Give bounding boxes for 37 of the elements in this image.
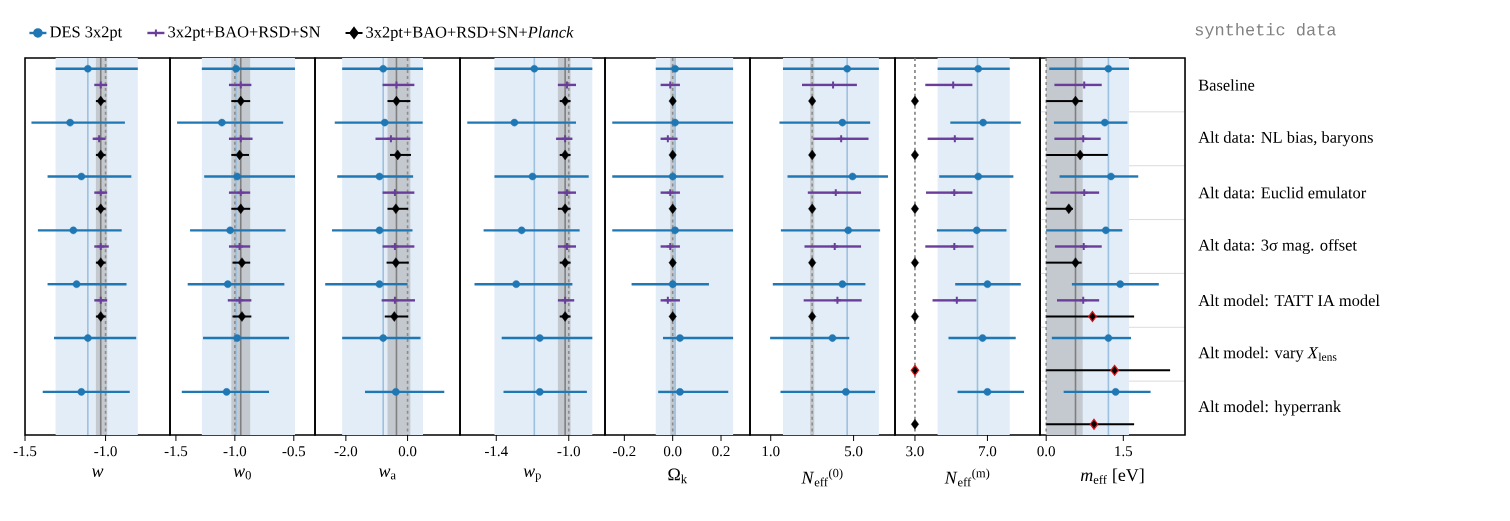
y-tick-label: Alt model: TATT IA model	[1198, 294, 1380, 307]
x-axis-title: w$_{a}$	[378, 468, 396, 480]
legend-label: 3x2pt+BAO+RSD+SN+Planck	[366, 26, 574, 42]
x-tick-label: -1.0	[94, 446, 117, 457]
x-tick-label: 1.5	[1115, 446, 1133, 457]
x-axis-title: w$_{p}$	[523, 468, 541, 482]
x-tick-label: -0.2	[613, 446, 636, 457]
x-tick-label: 1.0	[762, 446, 780, 457]
x-axis-title: Ω$_{k}$	[668, 468, 688, 484]
y-tick-label: Alt data: NL bias, baryons	[1198, 131, 1373, 147]
legend-label: 3x2pt+BAO+RSD+SN	[168, 26, 321, 41]
x-tick-label: -1.5	[164, 446, 188, 457]
x-tick-label: -2.0	[334, 446, 358, 457]
x-axis-title: w$_{0}$	[233, 468, 251, 480]
x-tick-label: 0.2	[712, 446, 730, 457]
y-tick-label: Alt model: vary X$_{lens}$	[1198, 346, 1337, 362]
x-tick-label: -1.0	[223, 446, 247, 457]
x-tick-label: -0.5	[282, 446, 306, 457]
text: synthetic data	[1195, 23, 1336, 39]
y-tick-label: Alt model: hyperrank	[1198, 400, 1342, 416]
y-tick-label: Alt data: 3σ mag. offset	[1198, 238, 1357, 255]
legend-label: DES 3x2pt	[50, 26, 123, 41]
x-axis-title: N$_{eff}$(m)	[944, 468, 990, 487]
x-tick-label: -1.0	[557, 446, 581, 457]
x-tick-label: 0.0	[1037, 446, 1055, 457]
x-axis-title: N$_{eff}$(0)	[801, 468, 843, 487]
x-tick-label: 7.0	[979, 446, 997, 457]
x-tick-label: -1.5	[13, 446, 37, 457]
x-axis-title: m$_{eff}$ [eV]	[1080, 468, 1144, 484]
y-tick-label: Baseline	[1198, 79, 1255, 91]
x-axis-title: w	[91, 468, 104, 477]
x-tick-label: 5.0	[845, 446, 863, 457]
x-tick-label: 3.0	[906, 446, 924, 457]
y-tick-label: Alt data: Euclid emulator	[1198, 186, 1367, 199]
x-tick-label: 0.0	[398, 446, 417, 457]
x-tick-label: -1.4	[484, 446, 508, 457]
x-tick-label: 0.0	[663, 446, 682, 457]
